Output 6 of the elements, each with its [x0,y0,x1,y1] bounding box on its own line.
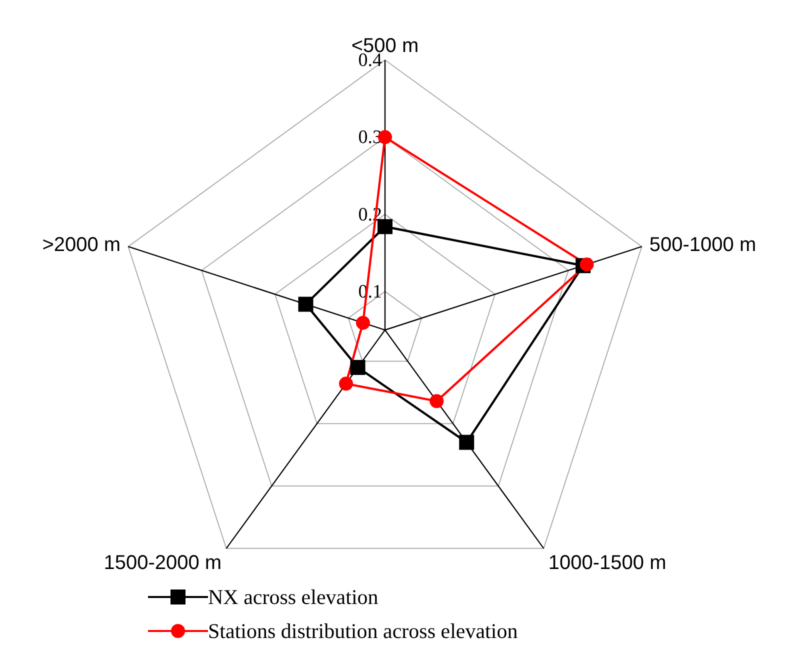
legend-label: Stations distribution across elevation [208,618,518,644]
spoke-label: 500-1000 m [649,234,756,256]
legend-label: NX across elevation [208,584,378,610]
spoke-label: >2000 m [42,234,121,256]
spoke-label: 1500-2000 m [104,552,222,574]
spoke-label: 1000-1500 m [548,552,666,574]
